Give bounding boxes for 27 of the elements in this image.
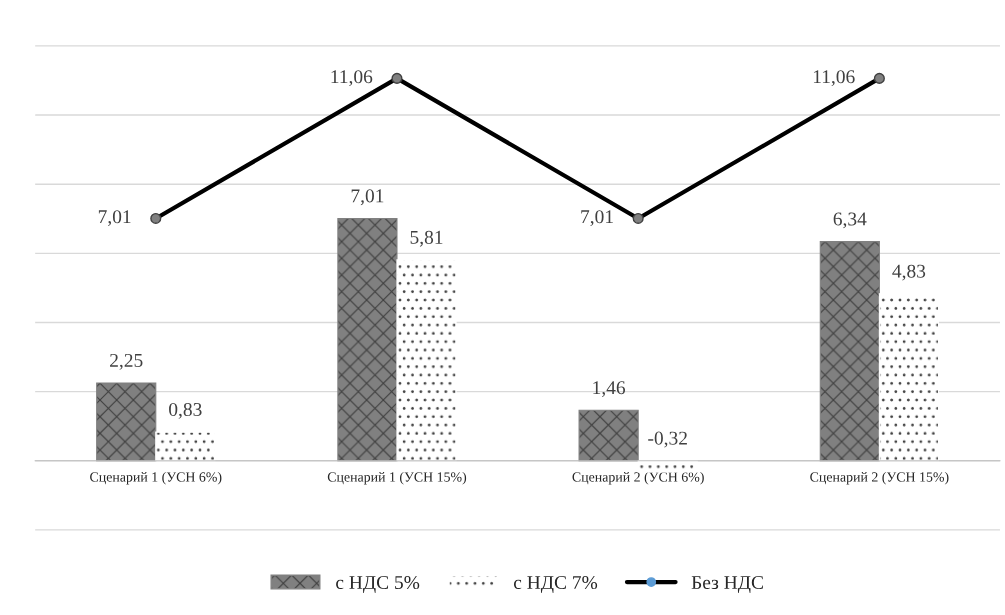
data-label: 2,25 — [110, 353, 143, 370]
data-label: 7,01 — [351, 189, 384, 206]
x-tick-label: Сценарий 1 (УСН 15%) — [327, 471, 467, 485]
bar — [337, 217, 398, 462]
bar — [155, 431, 216, 462]
legend-label: с НДС 7% — [513, 575, 598, 593]
data-label: 1,46 — [593, 381, 626, 398]
bar — [578, 409, 639, 462]
bar — [878, 293, 940, 462]
data-label: -0,32 — [648, 431, 687, 448]
x-tick-label: Сценарий 1 (УСН 6%) — [90, 471, 222, 485]
bar — [819, 241, 880, 462]
x-tick-label: Сценарий 2 (УСН 15%) — [810, 471, 949, 485]
bar — [637, 460, 698, 473]
data-label: 4,83 — [892, 264, 926, 281]
data-label: 11,06 — [331, 70, 373, 87]
data-label: 7,01 — [581, 210, 613, 227]
data-label: 5,81 — [410, 230, 443, 247]
data-label: 7,01 — [98, 210, 131, 227]
x-tick-label: Сценарий 2 (УСН 6%) — [572, 471, 704, 485]
bar — [396, 259, 457, 462]
data-label: 0,83 — [169, 402, 202, 419]
bar — [96, 382, 157, 462]
legend-label: Без НДС — [691, 575, 763, 593]
data-label: 11,06 — [813, 70, 855, 87]
legend-label: с НДС 5% — [336, 575, 420, 593]
data-label: 6,34 — [833, 212, 867, 229]
